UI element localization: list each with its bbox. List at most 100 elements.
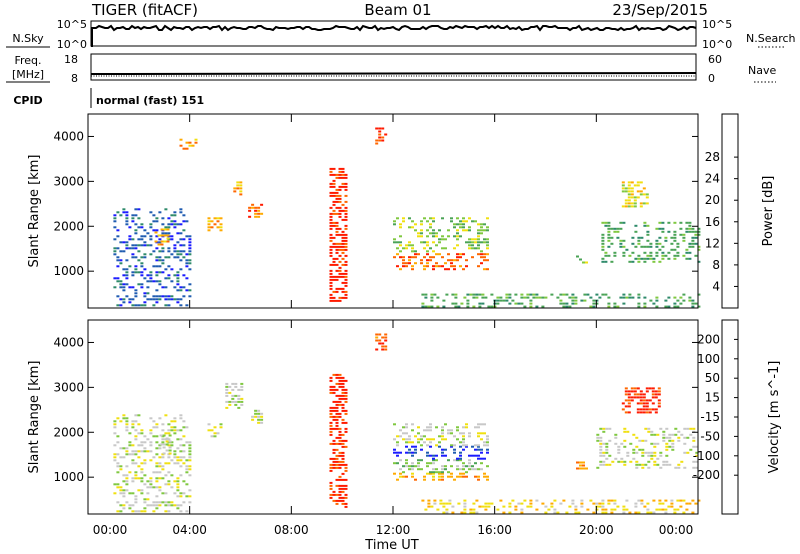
echo-cell: [613, 254, 617, 257]
echo-cell: [658, 499, 662, 502]
nave-tick-bottom: 0: [708, 72, 715, 85]
echo-cell: [341, 257, 345, 260]
echo-cell: [627, 393, 631, 396]
echo-cell: [341, 451, 345, 454]
echo-cell: [637, 305, 641, 308]
y-tick-label: 4000: [53, 335, 84, 349]
echo-cell: [335, 412, 339, 415]
echo-cell: [341, 442, 345, 445]
echo-cell: [137, 226, 141, 229]
echo-cell: [585, 467, 588, 470]
echo-cell: [634, 245, 638, 248]
echo-cell: [335, 278, 339, 281]
echo-cell: [607, 221, 611, 224]
echo-cell: [685, 221, 689, 224]
echo-cell: [405, 244, 408, 247]
echo-cell: [459, 253, 462, 256]
echo-cell: [630, 396, 634, 399]
echo-cell: [605, 457, 609, 460]
echo-cell: [475, 296, 479, 299]
echo-cell: [182, 214, 186, 217]
echo-cell: [474, 475, 477, 478]
echo-cell: [421, 305, 425, 308]
echo-cell: [432, 235, 435, 238]
echo-cell: [158, 504, 162, 507]
echo-cell: [465, 259, 468, 262]
echo-cell: [483, 223, 486, 226]
echo-cell: [335, 224, 339, 227]
nave-tick-top: 60: [708, 53, 722, 66]
echo-cell: [116, 235, 120, 238]
echo-cell: [341, 242, 345, 245]
echo-cell: [344, 188, 348, 191]
echo-cell: [344, 388, 348, 391]
echo-cell: [426, 438, 429, 441]
echo-cell: [645, 202, 649, 205]
echo-cell: [131, 426, 135, 429]
echo-cell: [179, 465, 183, 468]
echo-cell: [523, 296, 527, 299]
echo-cell: [629, 442, 633, 445]
echo-cell: [601, 293, 605, 296]
echo-cell: [159, 434, 163, 437]
echo-cell: [613, 499, 617, 502]
echo-cell: [155, 495, 159, 498]
echo-cell: [424, 293, 428, 296]
echo-cell: [119, 214, 123, 217]
echo-cell: [624, 390, 628, 393]
echo-cell: [659, 427, 663, 430]
echo-cell: [396, 444, 399, 447]
echo-cell: [254, 209, 258, 212]
echo-cell: [137, 465, 141, 468]
echo-cell: [125, 450, 129, 453]
echo-cell: [682, 293, 686, 296]
echo-cell: [559, 299, 563, 302]
echo-cell: [642, 393, 646, 396]
echo-cell: [341, 275, 345, 278]
echo-cell: [329, 212, 333, 215]
echo-cell: [613, 508, 617, 511]
echo-cell: [661, 230, 665, 233]
echo-cell: [456, 232, 459, 235]
echo-cell: [170, 253, 174, 256]
echo-cell: [468, 432, 471, 435]
echo-cell: [576, 467, 579, 470]
echo-cell: [450, 432, 453, 435]
echo-cell: [426, 235, 429, 238]
echo-cell: [122, 495, 126, 498]
echo-cell: [158, 238, 162, 241]
echo-cell: [344, 212, 348, 215]
echo-cell: [580, 502, 584, 505]
echo-cell: [668, 433, 672, 436]
echo-cell: [432, 457, 435, 460]
echo-cell: [655, 245, 659, 248]
echo-cell: [116, 417, 120, 420]
echo-cell: [335, 463, 339, 466]
echo-cell: [161, 501, 165, 504]
echo-cell: [234, 382, 238, 385]
echo-cell: [417, 465, 420, 468]
echo-cell: [335, 176, 339, 179]
echo-cell: [164, 414, 168, 417]
echo-cell: [472, 305, 476, 308]
echo-cell: [332, 260, 336, 263]
echo-cell: [335, 373, 339, 376]
echo-cell: [635, 445, 639, 448]
echo-cell: [441, 475, 444, 478]
echo-cell: [167, 265, 171, 268]
echo-cell: [411, 472, 414, 475]
echo-cell: [639, 396, 643, 399]
y-tick-label: 3000: [53, 380, 84, 394]
echo-cell: [113, 226, 117, 229]
echo-cell: [119, 486, 123, 489]
echo-cell: [465, 229, 468, 232]
echo-cell: [113, 453, 117, 456]
echo-cell: [344, 484, 348, 487]
echo-cell: [143, 441, 147, 444]
echo-cell: [335, 454, 339, 457]
echo-cell: [381, 345, 385, 348]
echo-cell: [341, 376, 345, 379]
echo-cell: [685, 248, 689, 251]
echo-cell: [116, 256, 120, 259]
echo-cell: [344, 427, 348, 430]
